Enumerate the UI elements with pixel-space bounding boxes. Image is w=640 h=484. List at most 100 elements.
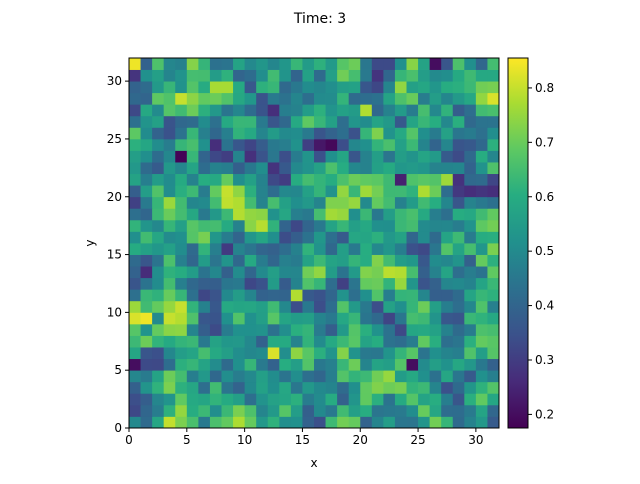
heatmap-cell <box>337 335 350 348</box>
heatmap-cell <box>394 393 407 406</box>
heatmap-cell <box>360 115 373 128</box>
heatmap-cell <box>140 370 153 383</box>
heatmap-cell <box>244 92 257 105</box>
heatmap-cell <box>163 277 176 290</box>
heatmap-cell <box>464 312 477 325</box>
heatmap-cell <box>198 196 211 209</box>
heatmap-cell <box>475 185 488 198</box>
heatmap-cell <box>418 381 431 394</box>
heatmap-cell <box>383 127 396 140</box>
y-tick-label: 5 <box>114 363 122 377</box>
heatmap-cell <box>360 231 373 244</box>
heatmap-cell <box>279 289 292 302</box>
heatmap-cell <box>290 289 303 302</box>
heatmap-cell <box>394 219 407 232</box>
heatmap-cell <box>198 347 211 360</box>
heatmap-cell <box>175 162 188 175</box>
heatmap-cell <box>475 115 488 128</box>
heatmap-cell <box>371 81 384 94</box>
heatmap-cell <box>441 69 454 82</box>
heatmap-cell <box>186 58 199 70</box>
heatmap-cell <box>233 173 246 186</box>
heatmap-cell <box>267 58 280 70</box>
heatmap-cell <box>360 138 373 151</box>
heatmap-cell <box>302 92 315 105</box>
heatmap-cell <box>360 162 373 175</box>
heatmap-cell <box>221 208 234 221</box>
heatmap-cell <box>233 323 246 336</box>
heatmap-cell <box>256 104 269 117</box>
heatmap-cell <box>163 300 176 313</box>
heatmap-cell <box>129 58 141 70</box>
heatmap-cell <box>209 219 222 232</box>
heatmap-cell <box>244 196 257 209</box>
heatmap-cell <box>302 289 315 302</box>
heatmap-cell <box>429 208 442 221</box>
heatmap-cell <box>279 393 292 406</box>
heatmap-cell <box>175 92 188 105</box>
heatmap-cell <box>233 312 246 325</box>
heatmap-cell <box>360 208 373 221</box>
heatmap-cell <box>371 404 384 417</box>
heatmap-cell <box>186 358 199 371</box>
heatmap-cell <box>394 69 407 82</box>
heatmap-cell <box>267 231 280 244</box>
heatmap-cell <box>152 323 165 336</box>
heatmap-cell <box>475 92 488 105</box>
heatmap-cell <box>325 58 338 70</box>
heatmap-cell <box>209 173 222 186</box>
heatmap-cell <box>163 150 176 163</box>
heatmap-cell <box>267 92 280 105</box>
heatmap-cell <box>429 393 442 406</box>
heatmap-cell <box>464 231 477 244</box>
heatmap-cell <box>290 404 303 417</box>
heatmap-cell <box>394 300 407 313</box>
heatmap-cell <box>233 58 246 70</box>
heatmap-cell <box>464 185 477 198</box>
heatmap-cell <box>371 58 384 70</box>
heatmap-cell <box>186 323 199 336</box>
heatmap-cell <box>418 266 431 279</box>
heatmap-cell <box>279 185 292 198</box>
heatmap-cell <box>244 254 257 267</box>
heatmap-cell <box>129 185 141 198</box>
heatmap-cell <box>244 185 257 198</box>
heatmap-cell <box>383 416 396 429</box>
heatmap-cell <box>371 323 384 336</box>
heatmap-cell <box>152 173 165 186</box>
heatmap-cell <box>406 196 419 209</box>
heatmap-cell <box>290 185 303 198</box>
heatmap-cell <box>290 416 303 429</box>
heatmap-cell <box>337 300 350 313</box>
heatmap-cell <box>348 347 361 360</box>
heatmap-cell <box>383 347 396 360</box>
colorbar-tick-label: 0.7 <box>535 135 554 149</box>
heatmap-cell <box>290 300 303 313</box>
heatmap-cell <box>290 58 303 70</box>
heatmap-cell <box>406 370 419 383</box>
heatmap-cell <box>394 335 407 348</box>
heatmap-cell <box>337 150 350 163</box>
heatmap-cell <box>152 335 165 348</box>
heatmap-cell <box>152 254 165 267</box>
heatmap-cell <box>429 381 442 394</box>
heatmap-cell <box>279 312 292 325</box>
heatmap-cell <box>244 138 257 151</box>
heatmap-cell <box>175 115 188 128</box>
heatmap-cell <box>279 254 292 267</box>
heatmap-cell <box>441 208 454 221</box>
heatmap-cell <box>279 358 292 371</box>
heatmap-cell <box>429 196 442 209</box>
heatmap-cell <box>383 335 396 348</box>
heatmap-cell <box>348 231 361 244</box>
heatmap-cell <box>406 81 419 94</box>
heatmap-cell <box>233 347 246 360</box>
heatmap-cell <box>348 173 361 186</box>
heatmap-cell <box>475 416 488 429</box>
heatmap-cell <box>394 138 407 151</box>
heatmap-cell <box>314 208 326 221</box>
heatmap-cell <box>337 381 350 394</box>
heatmap-cell <box>348 300 361 313</box>
heatmap-cell <box>325 173 338 186</box>
heatmap-cell <box>302 81 315 94</box>
